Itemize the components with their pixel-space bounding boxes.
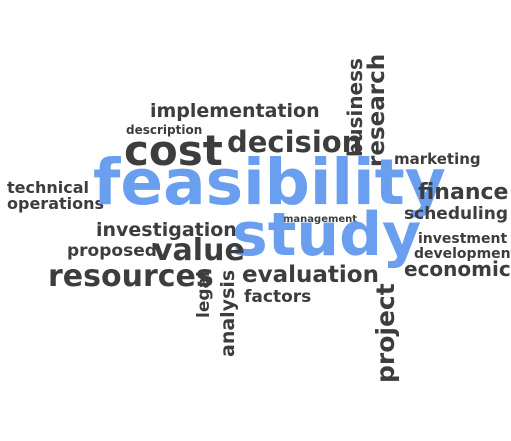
word-legal: legal	[194, 271, 214, 318]
word-implementation: implementation	[150, 100, 320, 122]
word-feasibility: feasibility	[93, 146, 446, 219]
word-description: description	[126, 123, 203, 137]
word-analysis: analysis	[217, 269, 239, 357]
word-study: study	[232, 200, 422, 270]
word-finance: finance	[418, 180, 509, 205]
word-resources: resources	[48, 259, 214, 294]
word-proposed: proposed	[67, 241, 157, 261]
word-evaluation: evaluation	[242, 262, 379, 288]
word-operations: operations	[7, 194, 105, 213]
word-factors: factors	[244, 287, 312, 307]
word-project: project	[371, 283, 400, 383]
word-management: management	[283, 214, 358, 225]
word-decision: decision	[227, 125, 363, 159]
word-economic: economic	[404, 257, 511, 281]
word-marketing: marketing	[394, 150, 481, 168]
word-value: value	[153, 233, 245, 268]
word-cost: cost	[124, 126, 223, 175]
word-investment: investment	[418, 231, 508, 247]
word-business: business	[343, 58, 367, 157]
word-scheduling: scheduling	[404, 204, 509, 224]
word-technical: technical	[7, 178, 90, 197]
word-investigation: investigation	[96, 219, 237, 241]
word-development: development	[414, 246, 511, 262]
